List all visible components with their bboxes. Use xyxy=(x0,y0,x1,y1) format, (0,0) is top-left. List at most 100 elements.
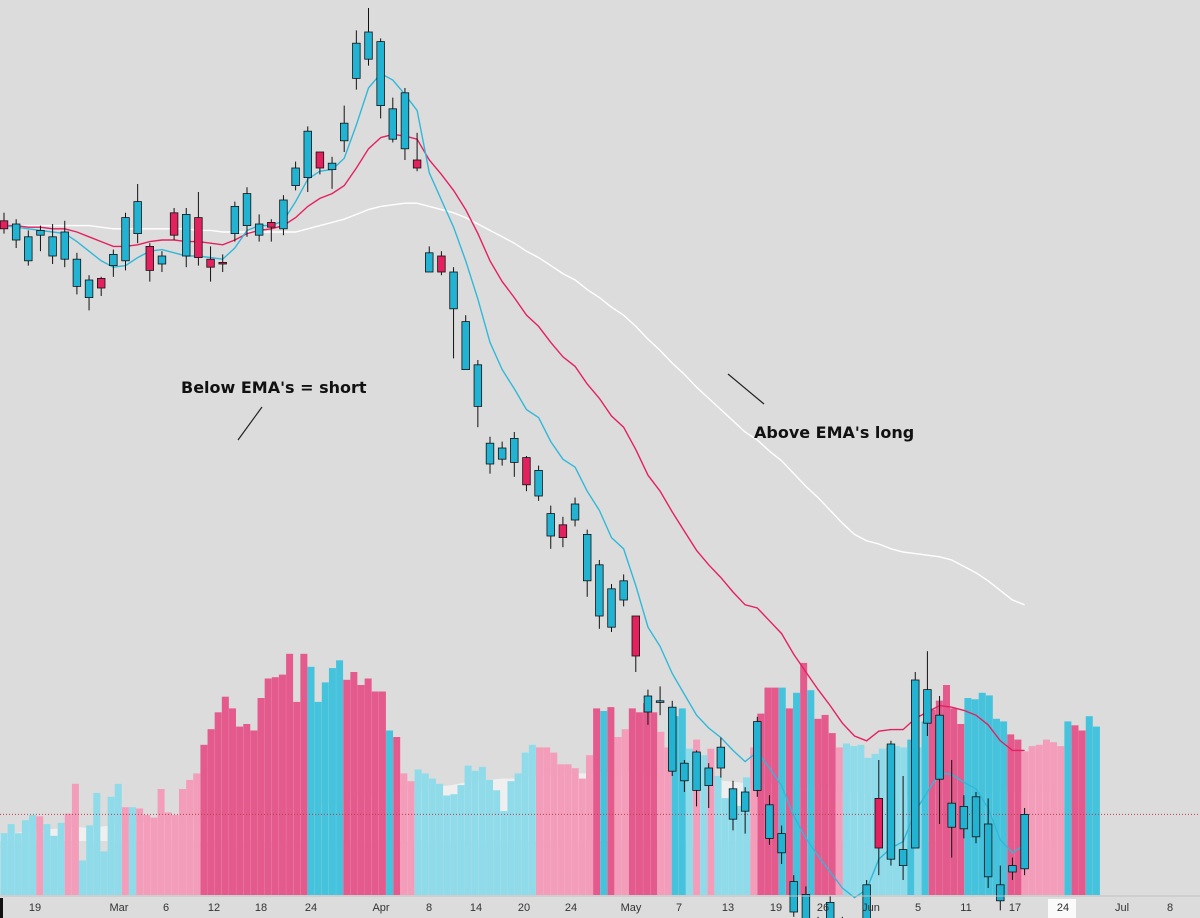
volume-bar-up xyxy=(893,746,900,895)
candle-body-up xyxy=(971,796,981,838)
candle xyxy=(24,230,33,266)
volume-bar-up xyxy=(678,708,686,895)
volume-bar-up xyxy=(864,757,872,895)
candle xyxy=(376,38,385,119)
volume-bar-up xyxy=(1064,721,1072,895)
volume-bar-down xyxy=(293,701,301,895)
candle xyxy=(959,795,969,839)
volume-bar-up xyxy=(714,776,722,895)
volume-bar-down xyxy=(635,712,643,895)
volume-bar-up xyxy=(493,790,501,895)
volume-bar-down xyxy=(136,808,144,895)
candle-body-up xyxy=(655,700,665,703)
candle-body-up xyxy=(48,236,57,257)
volume-bar-down xyxy=(164,812,172,895)
volume-bar-up xyxy=(700,755,708,895)
volume-bar-up xyxy=(57,822,65,895)
volume-bar-down xyxy=(257,698,265,895)
candle-body-up xyxy=(60,231,69,260)
candle xyxy=(72,252,82,295)
volume-bar-down xyxy=(578,778,586,895)
candle xyxy=(279,195,288,236)
volume-bar-up xyxy=(50,835,58,895)
x-tick-label: 20 xyxy=(518,902,530,914)
candle xyxy=(971,792,981,844)
volume-bar-up xyxy=(328,668,336,895)
volume-bar-down xyxy=(928,709,936,895)
candle xyxy=(11,219,21,248)
candle xyxy=(595,560,604,629)
volume-bar-down xyxy=(350,672,358,895)
candle-body-down xyxy=(145,245,154,271)
x-tick-label: Jun xyxy=(862,902,880,914)
candle-body-down xyxy=(194,217,203,259)
volume-bar-up xyxy=(443,795,451,895)
candle-body-up xyxy=(109,253,118,266)
x-tick-label: 19 xyxy=(770,902,782,914)
volume-bar-down xyxy=(1078,730,1086,895)
volume-bar-down xyxy=(228,708,236,895)
volume-bar-up xyxy=(857,744,865,895)
candle-body-up xyxy=(704,767,713,787)
candle xyxy=(522,456,531,492)
volume-bar-down xyxy=(607,707,615,895)
candle xyxy=(303,126,312,192)
candle xyxy=(935,696,944,824)
volume-bar-down xyxy=(771,687,779,895)
candle xyxy=(655,686,665,716)
candle xyxy=(169,208,179,240)
candle-body-up xyxy=(607,588,616,628)
candle-body-up xyxy=(716,746,726,769)
candle-body-up xyxy=(692,751,701,791)
candle-body-up xyxy=(643,695,653,713)
candle xyxy=(753,716,762,797)
candle-body-up xyxy=(72,258,82,287)
candle-body-up xyxy=(254,223,264,236)
candle-body-up xyxy=(461,321,470,371)
volume-bar-down xyxy=(400,773,408,895)
candle xyxy=(546,505,555,549)
candle-body-down xyxy=(631,615,640,657)
candle xyxy=(826,896,835,918)
candle xyxy=(777,825,786,864)
candle-body-up xyxy=(485,442,495,465)
candle-body-down xyxy=(315,151,325,169)
candle-body-up xyxy=(898,849,908,866)
x-tick-label: Mar xyxy=(110,902,129,914)
candle xyxy=(716,737,726,778)
candle-body-up xyxy=(668,706,677,772)
candle xyxy=(84,275,94,311)
candle xyxy=(0,212,9,234)
volume-bar-down xyxy=(1057,746,1065,895)
volume-bar-up xyxy=(735,805,743,895)
candle-body-up xyxy=(983,823,993,878)
volume-bar-up xyxy=(100,851,108,895)
candle-body-up xyxy=(862,884,871,918)
candle xyxy=(36,225,45,252)
volume-pane xyxy=(0,653,1100,895)
volume-bar-down xyxy=(343,679,351,895)
volume-bar-up xyxy=(793,692,801,895)
candle xyxy=(1008,857,1017,880)
candle xyxy=(449,267,458,359)
candle xyxy=(230,201,240,242)
candle-body-up xyxy=(801,894,811,918)
volume-bar-down xyxy=(942,685,950,895)
x-tick-label: 17 xyxy=(1009,902,1021,914)
volume-bar-up xyxy=(314,701,322,895)
volume-bar-down xyxy=(207,729,215,895)
volume-bar-down xyxy=(585,755,593,895)
volume-bar-down xyxy=(143,815,151,895)
candle xyxy=(48,224,57,264)
candle-body-up xyxy=(777,833,786,854)
candle-body-up xyxy=(303,130,312,178)
volume-bar-down xyxy=(407,781,415,895)
candle xyxy=(631,615,640,672)
candle xyxy=(1020,808,1029,876)
candle-body-up xyxy=(497,447,507,460)
volume-bar-up xyxy=(436,783,444,895)
candle-body-up xyxy=(182,213,191,257)
volume-bar-up xyxy=(907,739,915,895)
candle xyxy=(765,795,774,845)
candle xyxy=(242,187,252,237)
